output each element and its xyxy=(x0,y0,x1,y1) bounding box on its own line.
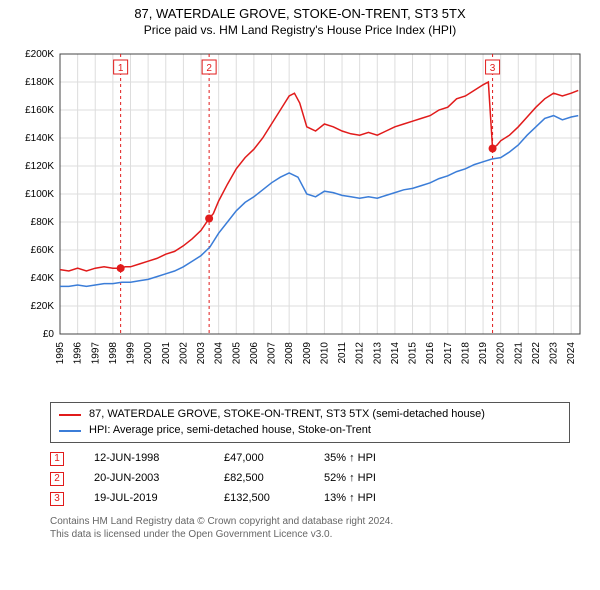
svg-text:2016: 2016 xyxy=(425,342,436,365)
svg-text:£100K: £100K xyxy=(25,189,54,200)
svg-text:1998: 1998 xyxy=(108,342,119,365)
svg-text:£140K: £140K xyxy=(25,133,54,144)
svg-text:2024: 2024 xyxy=(566,342,577,365)
svg-text:2003: 2003 xyxy=(196,342,207,365)
legend-swatch-hpi xyxy=(59,430,81,432)
svg-text:2000: 2000 xyxy=(143,342,154,365)
svg-text:2001: 2001 xyxy=(161,342,172,365)
sales-row: 2 20-JUN-2003 £82,500 52% ↑ HPI xyxy=(50,469,570,489)
footer-line1: Contains HM Land Registry data © Crown c… xyxy=(50,515,570,528)
sale-date: 19-JUL-2019 xyxy=(94,489,194,509)
svg-text:1999: 1999 xyxy=(126,342,137,365)
legend-swatch-property xyxy=(59,414,81,416)
sales-row: 1 12-JUN-1998 £47,000 35% ↑ HPI xyxy=(50,449,570,469)
sale-date: 12-JUN-1998 xyxy=(94,449,194,469)
svg-text:2013: 2013 xyxy=(372,342,383,365)
svg-text:1995: 1995 xyxy=(55,342,66,365)
svg-text:2019: 2019 xyxy=(478,342,489,365)
chart-title-line1: 87, WATERDALE GROVE, STOKE-ON-TRENT, ST3… xyxy=(10,6,590,23)
chart-svg: £0 £20K £40K £60K £80K £100K £120K £140K £160K £1… xyxy=(10,44,590,394)
svg-text:2005: 2005 xyxy=(231,342,242,365)
svg-text:2020: 2020 xyxy=(496,342,507,365)
svg-text:1997: 1997 xyxy=(90,342,101,365)
svg-text:£20K: £20K xyxy=(31,301,55,312)
svg-text:£40K: £40K xyxy=(31,273,55,284)
svg-text:2023: 2023 xyxy=(549,342,560,365)
legend-label-property: 87, WATERDALE GROVE, STOKE-ON-TRENT, ST3… xyxy=(89,407,485,422)
sale-pct: 52% ↑ HPI xyxy=(324,469,414,489)
sale-price: £82,500 xyxy=(224,469,294,489)
sale-marker-icon: 3 xyxy=(50,492,64,506)
svg-text:2009: 2009 xyxy=(302,342,313,365)
legend-label-hpi: HPI: Average price, semi-detached house,… xyxy=(89,423,371,438)
legend-row-property: 87, WATERDALE GROVE, STOKE-ON-TRENT, ST3… xyxy=(59,407,561,422)
sale-date: 20-JUN-2003 xyxy=(94,469,194,489)
svg-text:£80K: £80K xyxy=(31,217,55,228)
sale-marker-icon: 2 xyxy=(50,472,64,486)
price-chart: £0 £20K £40K £60K £80K £100K £120K £140K £160K £1… xyxy=(10,44,590,394)
legend-box: 87, WATERDALE GROVE, STOKE-ON-TRENT, ST3… xyxy=(50,402,570,443)
sales-row: 3 19-JUL-2019 £132,500 13% ↑ HPI xyxy=(50,489,570,509)
svg-text:2012: 2012 xyxy=(355,342,366,365)
page-root: 87, WATERDALE GROVE, STOKE-ON-TRENT, ST3… xyxy=(0,0,600,590)
sale-price: £47,000 xyxy=(224,449,294,469)
svg-text:3: 3 xyxy=(490,63,496,74)
footer-attribution: Contains HM Land Registry data © Crown c… xyxy=(50,515,570,541)
legend-row-hpi: HPI: Average price, semi-detached house,… xyxy=(59,423,561,438)
svg-text:2010: 2010 xyxy=(319,342,330,365)
svg-text:2015: 2015 xyxy=(408,342,419,365)
svg-text:£200K: £200K xyxy=(25,49,54,60)
svg-text:£0: £0 xyxy=(43,329,55,340)
chart-title-line2: Price paid vs. HM Land Registry's House … xyxy=(10,23,590,39)
sale-price: £132,500 xyxy=(224,489,294,509)
svg-text:2021: 2021 xyxy=(513,342,524,365)
svg-text:£120K: £120K xyxy=(25,161,54,172)
svg-text:2022: 2022 xyxy=(531,342,542,365)
svg-text:2008: 2008 xyxy=(284,342,295,365)
svg-text:2018: 2018 xyxy=(460,342,471,365)
svg-text:2007: 2007 xyxy=(267,342,278,365)
svg-text:2004: 2004 xyxy=(214,342,225,365)
svg-text:£160K: £160K xyxy=(25,105,54,116)
svg-text:2011: 2011 xyxy=(337,342,348,364)
footer-line2: This data is licensed under the Open Gov… xyxy=(50,528,570,541)
svg-text:2006: 2006 xyxy=(249,342,260,365)
svg-text:2: 2 xyxy=(206,63,212,74)
svg-text:£180K: £180K xyxy=(25,77,54,88)
svg-text:2017: 2017 xyxy=(443,342,454,365)
svg-text:£60K: £60K xyxy=(31,245,55,256)
sale-marker-icon: 1 xyxy=(50,452,64,466)
sale-pct: 35% ↑ HPI xyxy=(324,449,414,469)
svg-text:1: 1 xyxy=(118,63,124,74)
svg-text:2014: 2014 xyxy=(390,342,401,365)
svg-text:1996: 1996 xyxy=(73,342,84,365)
sales-table: 1 12-JUN-1998 £47,000 35% ↑ HPI 2 20-JUN… xyxy=(50,449,570,508)
svg-text:2002: 2002 xyxy=(178,342,189,365)
sale-pct: 13% ↑ HPI xyxy=(324,489,414,509)
